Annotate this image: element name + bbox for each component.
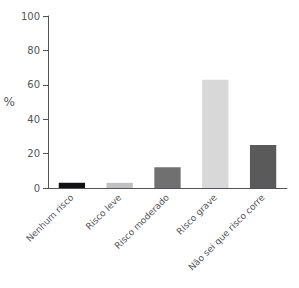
svg-text:100: 100 [21, 11, 40, 22]
svg-text:0: 0 [34, 183, 40, 194]
svg-text:40: 40 [27, 114, 40, 125]
svg-text:60: 60 [27, 79, 40, 90]
svg-text:Nenhum risco: Nenhum risco [24, 192, 75, 243]
svg-text:Risco leve: Risco leve [84, 192, 124, 232]
svg-text:%: % [4, 95, 15, 109]
svg-text:Risco moderado: Risco moderado [113, 192, 171, 250]
svg-text:80: 80 [27, 45, 40, 56]
svg-text:Risco grave: Risco grave [175, 192, 219, 236]
svg-text:20: 20 [27, 148, 40, 159]
svg-text:Não sei que risco corre: Não sei que risco corre [187, 192, 267, 272]
